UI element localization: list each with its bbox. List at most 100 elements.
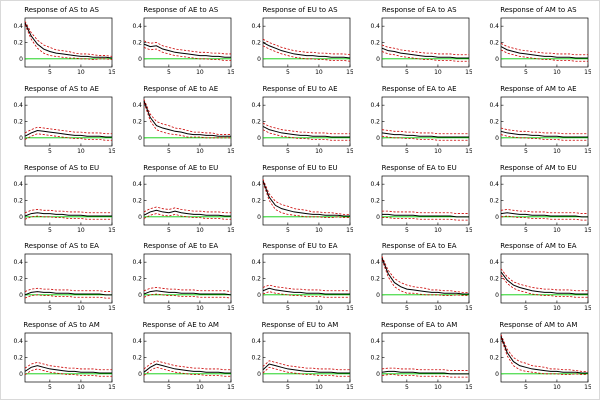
x-tick-label: 10 <box>434 384 442 391</box>
x-tick-label: 15 <box>227 384 234 391</box>
y-tick-label: 0.2 <box>13 40 23 47</box>
y-tick-label: 0.4 <box>13 338 23 345</box>
lower-band-line <box>382 135 470 141</box>
y-tick-label: 0 <box>376 135 380 142</box>
x-tick-label: 10 <box>77 69 85 76</box>
y-tick-label: 0.2 <box>132 355 142 362</box>
y-tick-label: 0.4 <box>251 23 261 30</box>
x-tick-label: 15 <box>108 148 115 155</box>
upper-band-line <box>24 362 112 371</box>
y-tick-label: 0.4 <box>132 181 142 188</box>
y-tick-label: 0.4 <box>490 338 500 345</box>
subplot: Response of EU to AE 0 0.2 0.4 5 10 15 <box>240 83 359 162</box>
x-tick-label: 15 <box>346 227 353 234</box>
subplot-canvas: 0 0.2 0.4 5 10 15 <box>371 332 472 391</box>
subplot-canvas: 0 0.2 0.4 5 10 15 <box>371 175 472 234</box>
y-tick-label: 0.4 <box>251 102 261 109</box>
x-tick-label: 5 <box>48 69 52 76</box>
x-tick-label: 15 <box>346 69 353 76</box>
x-tick-label: 10 <box>434 227 442 234</box>
subplot-canvas: 0 0.2 0.4 5 10 15 <box>132 254 234 312</box>
subplot: Response of AE to AE 0 0.2 0.4 5 10 15 <box>121 83 240 162</box>
upper-band-line <box>501 268 589 292</box>
subplot: Response of AS to AS 0 0.2 0.4 5 10 15 <box>2 4 121 83</box>
lower-band-line <box>143 47 231 61</box>
subplot-canvas: 0 0.2 0.4 5 10 15 <box>371 17 472 76</box>
irf-line <box>382 371 470 375</box>
upper-band-line <box>381 256 470 294</box>
y-tick-label: 0.2 <box>13 197 23 204</box>
irf-line <box>143 290 231 296</box>
axes-box <box>24 254 112 304</box>
x-tick-label: 15 <box>346 305 353 312</box>
y-tick-label: 0 <box>19 371 23 378</box>
subplot-canvas: 0 0.2 0.4 5 10 15 <box>371 254 472 312</box>
axes-box <box>24 332 112 383</box>
lower-band-line <box>382 374 470 378</box>
x-tick-label: 5 <box>524 384 528 391</box>
x-tick-label: 5 <box>286 69 290 76</box>
lower-band-line <box>24 133 112 141</box>
y-tick-label: 0.4 <box>13 102 23 109</box>
x-tick-label: 15 <box>227 305 234 312</box>
x-tick-label: 15 <box>227 227 234 234</box>
upper-band-line <box>143 206 231 213</box>
y-tick-label: 0.2 <box>251 355 261 362</box>
subplot-canvas: 0 0.2 0.4 5 10 15 <box>132 96 234 155</box>
y-tick-label: 0.4 <box>251 260 261 267</box>
subplot: Response of AS to AE 0 0.2 0.4 5 10 15 <box>2 83 121 162</box>
x-tick-label: 10 <box>77 227 85 234</box>
subplot-title: Response of AM to AM <box>499 321 578 330</box>
lower-band-line <box>143 212 231 220</box>
y-tick-label: 0.4 <box>13 23 23 30</box>
upper-band-line <box>262 360 350 371</box>
upper-band-line <box>382 367 470 372</box>
lower-band-line <box>24 215 112 220</box>
y-tick-label: 0 <box>496 371 500 378</box>
x-tick-label: 10 <box>554 148 562 155</box>
y-tick-label: 0.2 <box>371 355 381 362</box>
upper-band-line <box>143 360 231 371</box>
x-tick-label: 15 <box>465 227 472 234</box>
upper-band-line <box>24 21 112 57</box>
lower-band-line <box>501 49 589 62</box>
x-tick-label: 5 <box>167 305 171 312</box>
subplot-title: Response of AE to AS <box>143 6 219 14</box>
x-tick-label: 10 <box>434 69 442 76</box>
axes-box <box>24 175 112 225</box>
x-tick-label: 10 <box>315 148 323 155</box>
y-tick-label: 0.4 <box>371 181 381 188</box>
irf-line <box>501 130 589 138</box>
subplot-canvas: 0 0.2 0.4 5 10 15 <box>490 175 591 234</box>
x-tick-label: 15 <box>108 305 115 312</box>
y-tick-label: 0 <box>257 371 261 378</box>
axes-box <box>262 96 351 147</box>
axes-box <box>262 17 351 68</box>
subplot-title: Response of AE to AE <box>143 84 219 93</box>
irf-line <box>262 363 350 374</box>
y-tick-label: 0 <box>257 213 261 220</box>
upper-band-line <box>24 288 112 293</box>
x-tick-label: 15 <box>108 227 115 234</box>
subplot: Response of AS to EU 0 0.2 0.4 5 10 15 <box>2 162 121 241</box>
x-tick-label: 5 <box>286 227 290 234</box>
x-tick-label: 15 <box>346 384 353 391</box>
upper-band-line <box>262 38 351 56</box>
subplot-title: Response of AM to EA <box>500 242 577 251</box>
x-tick-label: 5 <box>167 148 171 155</box>
subplot-canvas: 0 0.2 0.4 5 10 15 <box>13 332 115 391</box>
subplot: Response of EU to AM 0 0.2 0.4 5 10 15 <box>240 319 359 398</box>
subplot-title: Response of AM to EU <box>500 163 577 172</box>
x-tick-label: 15 <box>465 69 472 76</box>
y-tick-label: 0.2 <box>371 197 381 204</box>
axes-box <box>381 96 470 147</box>
subplot-title: Response of AM to AS <box>500 6 577 14</box>
x-tick-label: 10 <box>196 69 204 76</box>
y-tick-label: 0 <box>496 292 500 299</box>
subplot-title: Response of EA to AS <box>381 6 457 14</box>
y-tick-label: 0 <box>138 135 142 142</box>
subplot: Response of AM to AS 0 0.2 0.4 5 10 15 <box>479 4 598 83</box>
x-tick-label: 5 <box>524 148 528 155</box>
x-tick-label: 5 <box>286 305 290 312</box>
